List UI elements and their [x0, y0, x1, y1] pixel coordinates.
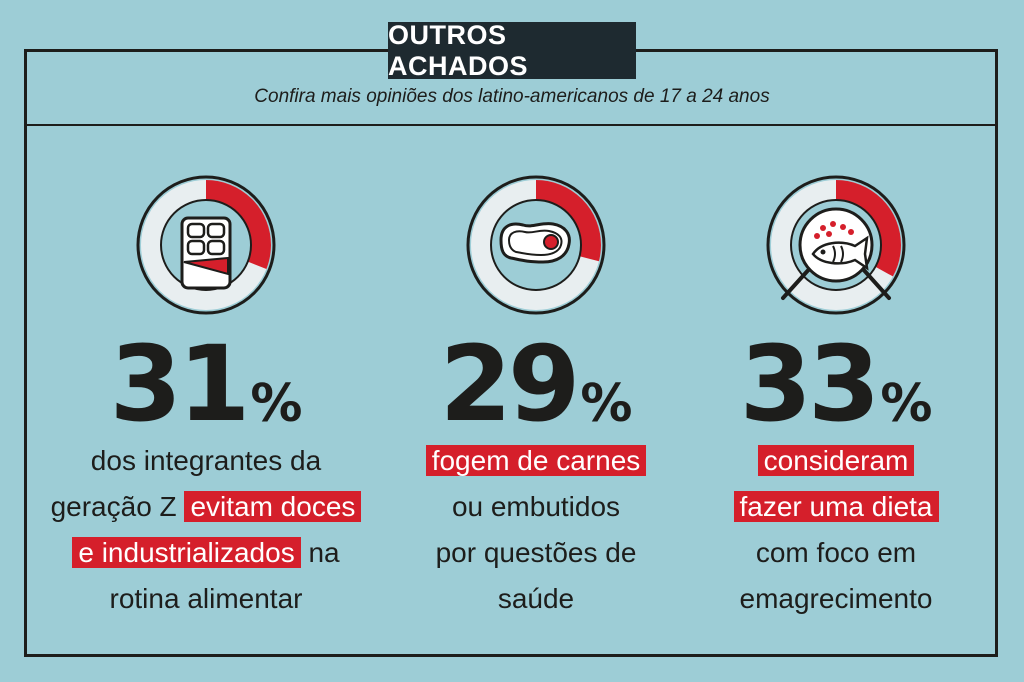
- donut-ring: [466, 175, 606, 315]
- desc-line: emagrecimento: [739, 583, 933, 614]
- donut-ring: [136, 175, 276, 315]
- donut-progress-arc: [141, 180, 271, 310]
- highlight-text: consideram: [757, 445, 915, 476]
- stat-description: dos integrantes da geração Z evitam doce…: [46, 438, 366, 622]
- donut-progress-arc: [771, 180, 901, 310]
- stat-value: 33%: [676, 332, 996, 436]
- stat-card-meat: 29% fogem de carnes ou embutidos por que…: [376, 170, 696, 622]
- stat-number: 33: [739, 323, 881, 445]
- fish-plate-icon: [781, 207, 891, 300]
- desc-line: na: [300, 537, 340, 568]
- steak-icon: [499, 222, 571, 264]
- highlight-text: e industrializados: [72, 537, 301, 568]
- chocolate-bar-icon: [180, 216, 232, 290]
- donut-progress-arc: [471, 180, 601, 310]
- highlight-text: fogem de carnes: [425, 445, 647, 476]
- stat-card-sweets: 31% dos integrantes da geração Z evitam …: [46, 170, 366, 622]
- desc-line: dos integrantes da: [90, 445, 322, 476]
- desc-line: com foco em: [755, 537, 917, 568]
- percent-sign: %: [880, 374, 933, 434]
- stat-description: consideram fazer uma dieta com foco em e…: [676, 438, 996, 622]
- header-divider: [24, 124, 998, 126]
- stat-number: 29: [439, 323, 581, 445]
- desc-line: por questões de: [435, 537, 637, 568]
- percent-sign: %: [250, 374, 303, 434]
- desc-line: ou embutidos: [451, 491, 621, 522]
- donut-ring: [766, 175, 906, 315]
- highlight-text: evitam doces: [184, 491, 362, 522]
- stat-value: 31%: [46, 332, 366, 436]
- page-subtitle: Confira mais opiniões dos latino-america…: [254, 86, 770, 107]
- desc-line: rotina alimentar: [109, 583, 303, 614]
- stat-description: fogem de carnes ou embutidos por questõe…: [376, 438, 696, 622]
- stat-value: 29%: [376, 332, 696, 436]
- title-box: OUTROS ACHADOS: [388, 19, 636, 81]
- percent-sign: %: [580, 374, 633, 434]
- stat-card-diet: 33% consideram fazer uma dieta com foco …: [676, 170, 996, 622]
- page-title: OUTROS ACHADOS: [388, 19, 529, 81]
- desc-line: saúde: [497, 583, 575, 614]
- stat-number: 31: [109, 323, 251, 445]
- desc-line: geração Z: [50, 491, 185, 522]
- highlight-text: fazer uma dieta: [733, 491, 939, 522]
